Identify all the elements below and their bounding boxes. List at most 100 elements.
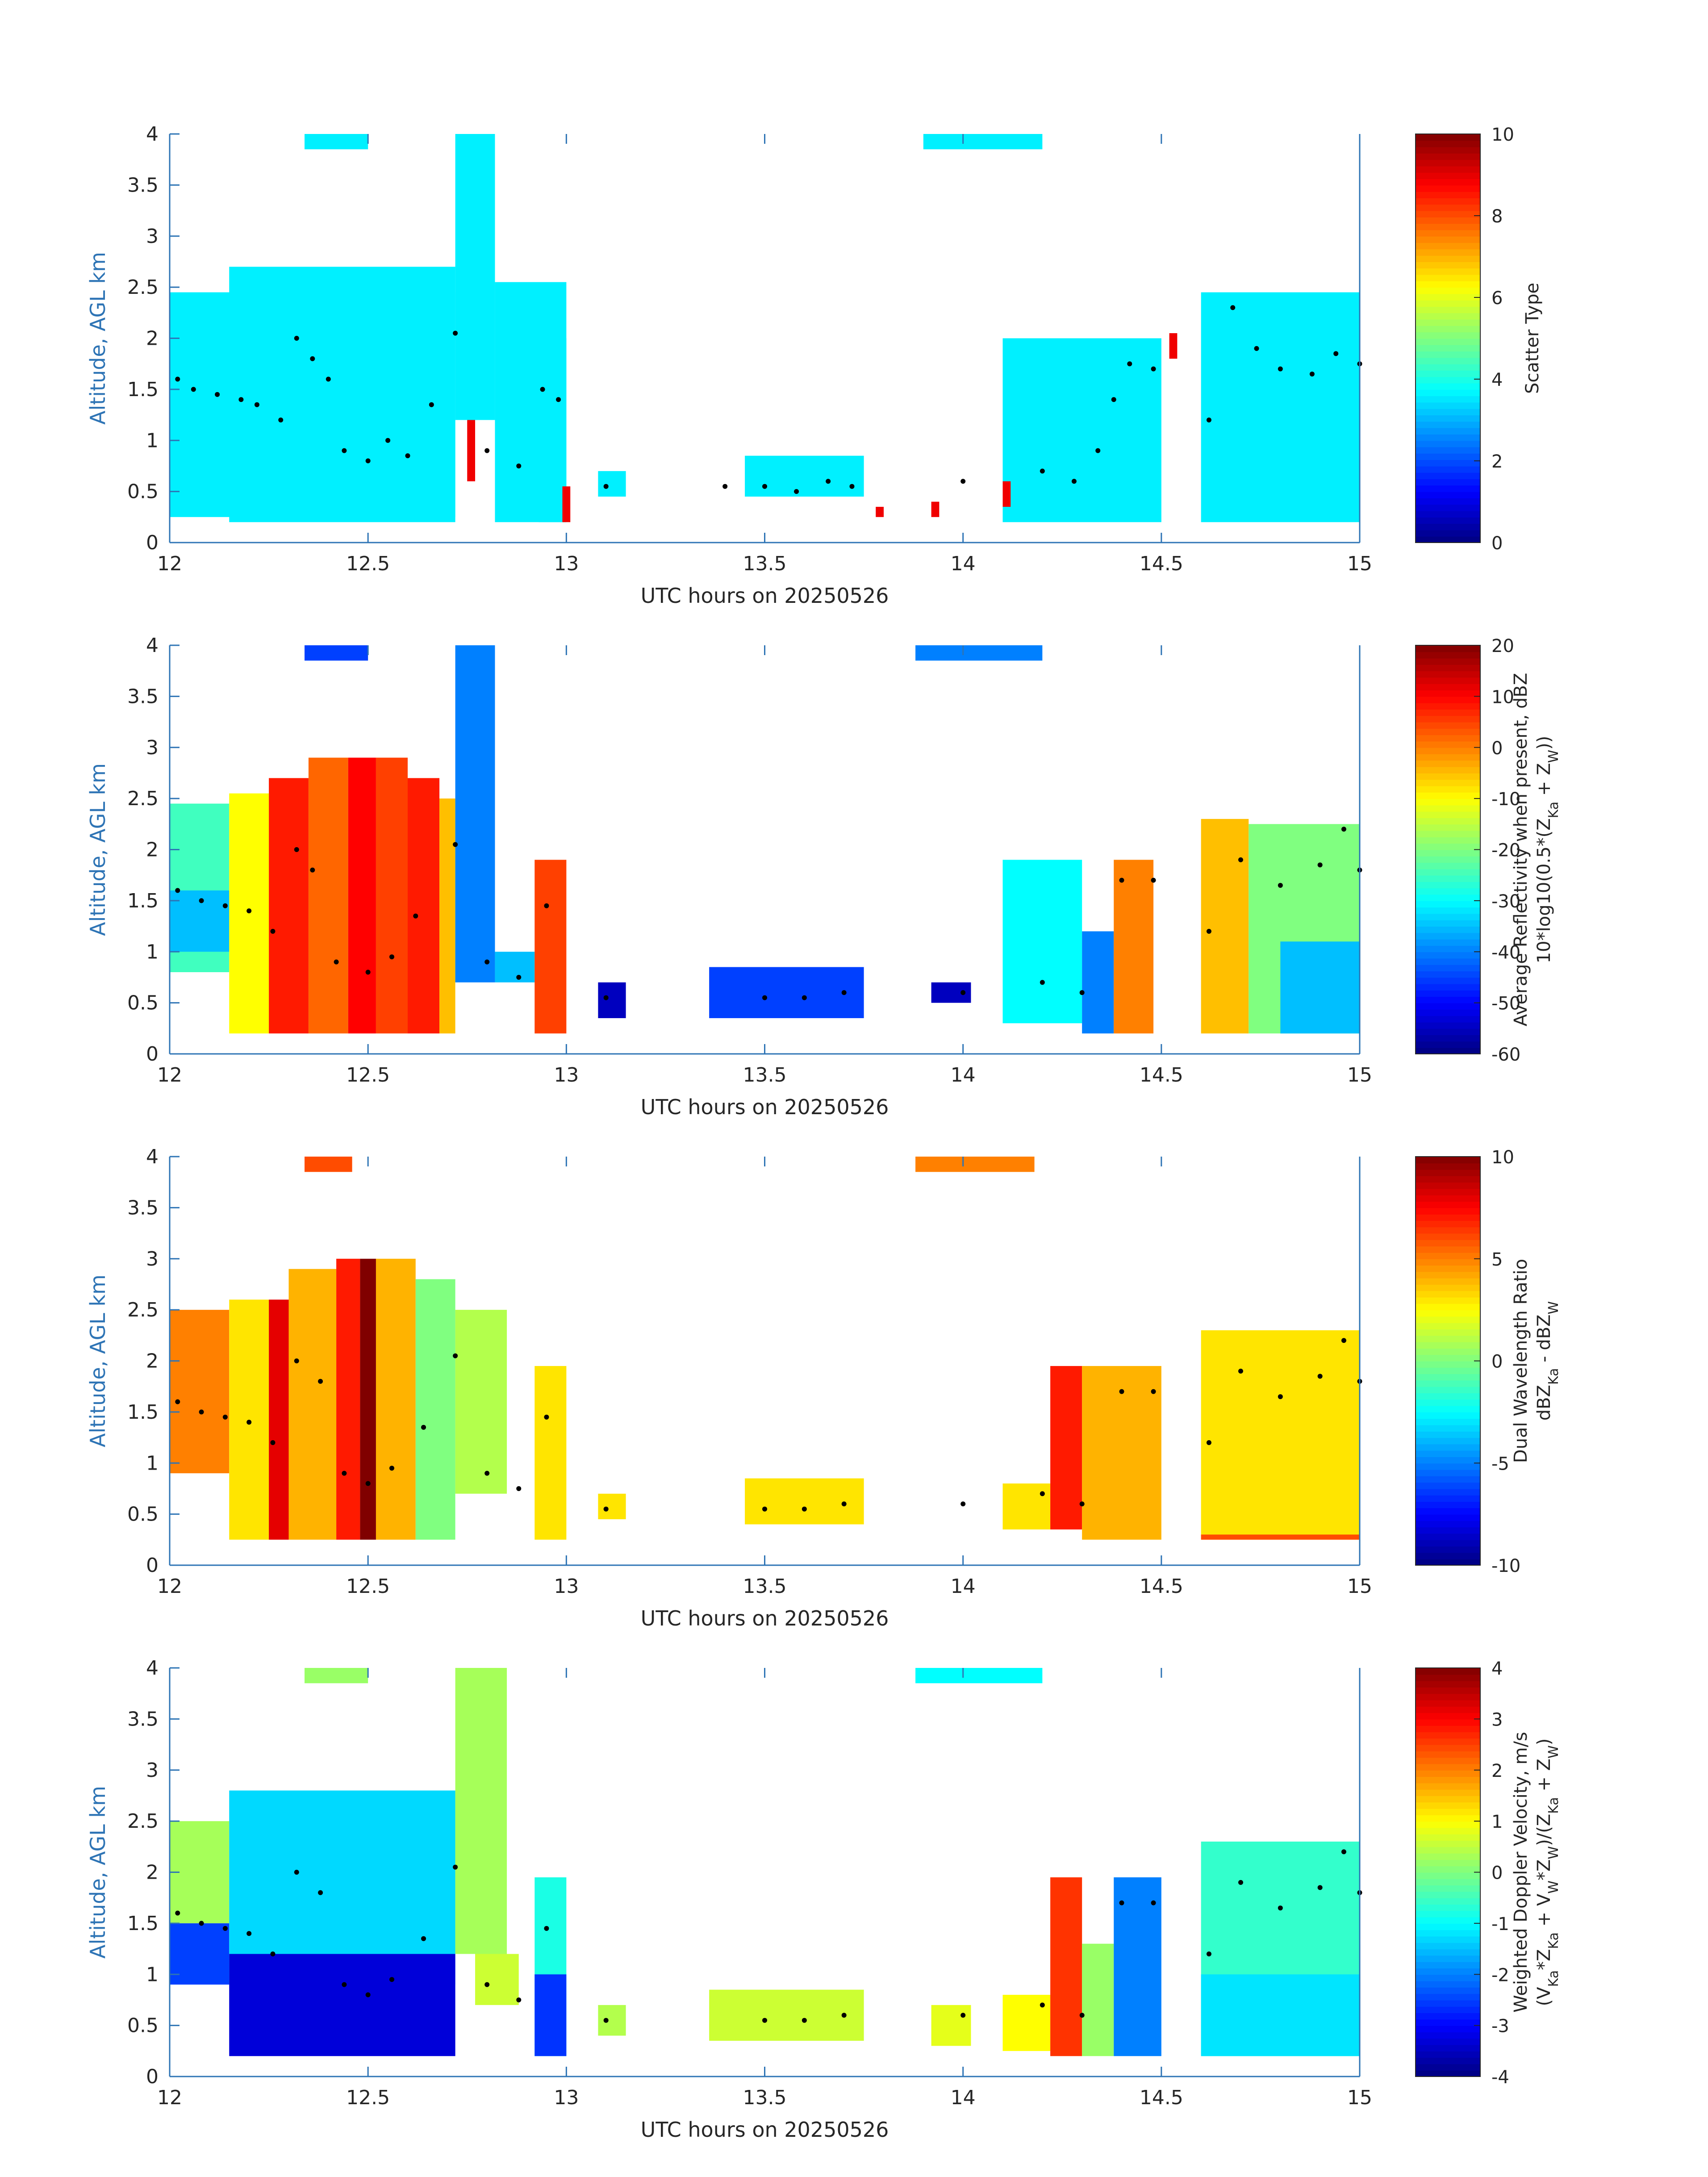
data-dot (540, 387, 545, 392)
colorbar-step (1416, 383, 1480, 390)
colorbar-step (1416, 696, 1480, 703)
y-tick-label: 1 (146, 429, 159, 452)
data-dot (1238, 857, 1243, 862)
colorbar-step (1416, 421, 1480, 428)
y-tick-label: 2 (146, 839, 159, 861)
colorbar-step (1416, 702, 1480, 710)
y-axis-label: Altitude, AGL km (86, 1274, 110, 1447)
heatmap-cell (1201, 819, 1249, 1034)
colorbar-step (1416, 1834, 1480, 1841)
y-axis-label: Altitude, AGL km (86, 252, 110, 425)
x-tick-label: 14 (951, 2086, 976, 2109)
colorbar-step (1416, 1291, 1480, 1298)
colorbar-tick-label: 10 (1491, 687, 1514, 707)
colorbar-tick-label: 1 (1491, 1812, 1503, 1832)
y-tick-label: 2.5 (127, 787, 159, 810)
x-tick-label: 12 (157, 1064, 182, 1086)
colorbar-step (1416, 964, 1480, 972)
data-dot (794, 489, 799, 494)
x-tick-label: 15 (1347, 1575, 1372, 1598)
colorbar-step (1416, 172, 1480, 180)
colorbar-tick-label: 8 (1491, 206, 1503, 227)
cloud-top-dots (175, 305, 1362, 494)
data-dot (1317, 1885, 1323, 1890)
colorbar-step (1416, 1725, 1480, 1732)
data-dot (389, 1977, 394, 1982)
colorbar-step (1416, 447, 1480, 454)
colorbar-step (1416, 242, 1480, 250)
data-dot (1079, 990, 1085, 995)
colorbar-tick-label: 10 (1491, 125, 1514, 145)
data-dot (1238, 1368, 1243, 1374)
data-dot (516, 1997, 522, 2002)
colorbar-step (1416, 2013, 1480, 2020)
colorbar-step (1416, 792, 1480, 799)
y-tick-label: 4 (146, 123, 159, 146)
colorbar-step (1416, 249, 1480, 256)
data-dot (270, 1440, 276, 1445)
colorbar-step (1416, 798, 1480, 806)
heatmap-cell (1002, 860, 1082, 1024)
data-dot (1151, 1900, 1156, 1905)
y-tick-label: 1.5 (127, 1401, 159, 1424)
colorbar-step (1416, 146, 1480, 154)
heatmap-cell (1050, 1366, 1082, 1529)
data-dot (603, 484, 609, 489)
heatmap-cell (305, 645, 368, 661)
colorbar-step (1416, 210, 1480, 217)
heatmap-cell (305, 1157, 352, 1172)
heatmap-cell (1082, 931, 1114, 1034)
colorbar-step (1416, 1878, 1480, 1886)
data-dot (222, 903, 228, 908)
data-dot (1151, 877, 1156, 883)
colorbar-step (1416, 268, 1480, 275)
colorbar-step (1416, 645, 1480, 652)
colorbar-step (1416, 1297, 1480, 1304)
colorbar-step (1416, 510, 1480, 518)
heatmap-cell (535, 1366, 567, 1540)
heatmap-cell (229, 1790, 455, 1985)
x-tick-label: 13 (554, 1575, 579, 1598)
colorbar-step (1416, 983, 1480, 991)
x-tick-label: 13.5 (743, 1064, 787, 1086)
colorbar-step (1416, 843, 1480, 850)
data-dot (1151, 366, 1156, 372)
heatmap-cell (229, 1954, 455, 2056)
colorbar-step (1416, 300, 1480, 307)
colorbar-step (1416, 1700, 1480, 1707)
data-dot (310, 867, 315, 873)
data-dot (413, 913, 418, 919)
y-tick-label: 3.5 (127, 174, 159, 196)
data-dot (544, 1926, 549, 1931)
colorbar-step (1416, 2044, 1480, 2052)
colorbar-tick-label: 20 (1491, 636, 1514, 656)
y-tick-label: 3 (146, 1759, 159, 1782)
y-tick-label: 3.5 (127, 1708, 159, 1730)
colorbar-step (1416, 1751, 1480, 1758)
x-tick-label: 12.5 (346, 2086, 390, 2109)
colorbar-step (1416, 1559, 1480, 1566)
colorbar-step (1416, 313, 1480, 320)
y-axis-label: Altitude, AGL km (86, 763, 110, 936)
y-tick-label: 0 (146, 1554, 159, 1577)
colorbar-step (1416, 830, 1480, 837)
colorbar-step (1416, 1949, 1480, 1956)
colorbar-step (1416, 1821, 1480, 1828)
colorbar-step (1416, 1425, 1480, 1432)
colorbar-step (1416, 453, 1480, 460)
colorbar-tick-label: -20 (1491, 840, 1520, 861)
data-dot (222, 1926, 228, 1931)
colorbar-step (1416, 1731, 1480, 1739)
colorbar-step (1416, 191, 1480, 198)
colorbar-tick-label: -3 (1491, 2016, 1509, 2037)
panel-3: 12 12.5 13 13.5 14 14.5 15 0 0.5 1 1.5 2 2.5 3 3.5 4 UTC… (86, 1145, 1562, 1630)
heatmap-cell (455, 1310, 507, 1494)
x-tick-label: 13 (554, 1064, 579, 1086)
colorbar-step (1416, 1374, 1480, 1381)
colorbar-step (1416, 1942, 1480, 1950)
x-tick-label: 14.5 (1140, 2086, 1183, 2109)
heatmap-cell (535, 1974, 567, 2056)
data-dot (175, 1910, 180, 1916)
heatmap-cell (1082, 1943, 1114, 2056)
data-dot (556, 397, 561, 402)
